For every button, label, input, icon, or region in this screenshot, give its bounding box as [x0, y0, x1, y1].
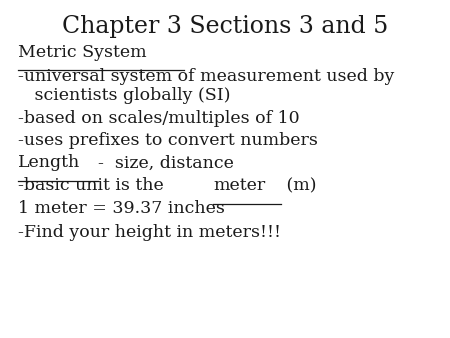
Text: -uses prefixes to convert numbers: -uses prefixes to convert numbers [18, 132, 318, 149]
Text: Metric System: Metric System [18, 44, 147, 61]
Text: -Find your height in meters!!!: -Find your height in meters!!! [18, 224, 281, 241]
Text: 1 meter = 39.37 inches: 1 meter = 39.37 inches [18, 200, 225, 217]
Text: (m): (m) [281, 177, 316, 194]
Text: Length: Length [18, 154, 80, 171]
Text: -based on scales/multiples of 10: -based on scales/multiples of 10 [18, 110, 300, 127]
Text: meter: meter [213, 177, 266, 194]
Text: scientists globally (SI): scientists globally (SI) [18, 87, 230, 104]
Text: -basic unit is the: -basic unit is the [18, 177, 169, 194]
Text: -  size, distance: - size, distance [98, 154, 234, 171]
Text: -universal system of measurement used by: -universal system of measurement used by [18, 68, 394, 84]
Text: Chapter 3 Sections 3 and 5: Chapter 3 Sections 3 and 5 [62, 15, 388, 38]
